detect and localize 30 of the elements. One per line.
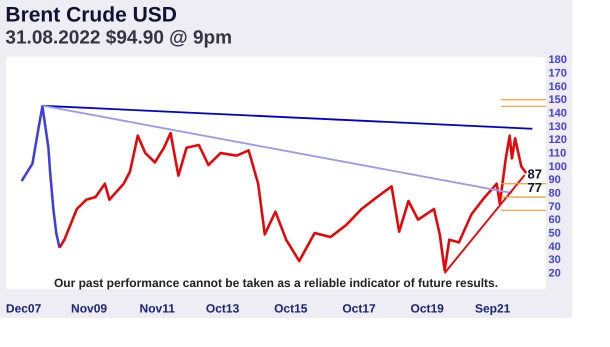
chart-subtitle: 31.08.2022 $94.90 @ 9pm <box>5 28 232 49</box>
y-tick-label: 40 <box>548 240 561 253</box>
x-tick-label: Oct19 <box>410 302 444 316</box>
y-tick-label: 20 <box>548 268 561 280</box>
y-tick-label: 70 <box>548 200 561 213</box>
y-tick-label: 160 <box>548 80 567 93</box>
y-tick-label: 30 <box>548 254 561 266</box>
y-tick-label: 110 <box>548 148 566 160</box>
y-tick-label: 130 <box>548 120 567 133</box>
y-tick-label: 60 <box>548 214 561 226</box>
y-tick-label: 80 <box>548 188 561 200</box>
ref-line-label: 77 <box>528 180 542 195</box>
x-tick-label: Nov11 <box>140 302 176 316</box>
x-tick-label: Nov09 <box>71 302 108 316</box>
x-tick-label: Oct13 <box>206 302 240 316</box>
y-tick-label: 120 <box>548 134 567 146</box>
chart-title: Brent Crude USD <box>5 4 177 27</box>
annotation: Our past performance cannot be taken as a reliable indicator of future results. <box>54 276 498 290</box>
x-tick-label: Sep21 <box>474 302 511 316</box>
y-tick-label: 140 <box>548 108 567 120</box>
y-tick-label: 100 <box>548 160 567 173</box>
y-tick-label: 150 <box>548 94 567 106</box>
y-tick-label: 90 <box>548 174 561 186</box>
y-tick-label: 180 <box>548 54 567 66</box>
y-tick-label: 170 <box>548 68 567 80</box>
x-tick-label: Dec07 <box>6 302 42 316</box>
x-tick-label: Oct15 <box>274 302 308 316</box>
y-tick-label: 50 <box>548 228 561 240</box>
ref-line-label: 87 <box>528 166 542 182</box>
x-tick-label: Oct17 <box>342 302 376 316</box>
